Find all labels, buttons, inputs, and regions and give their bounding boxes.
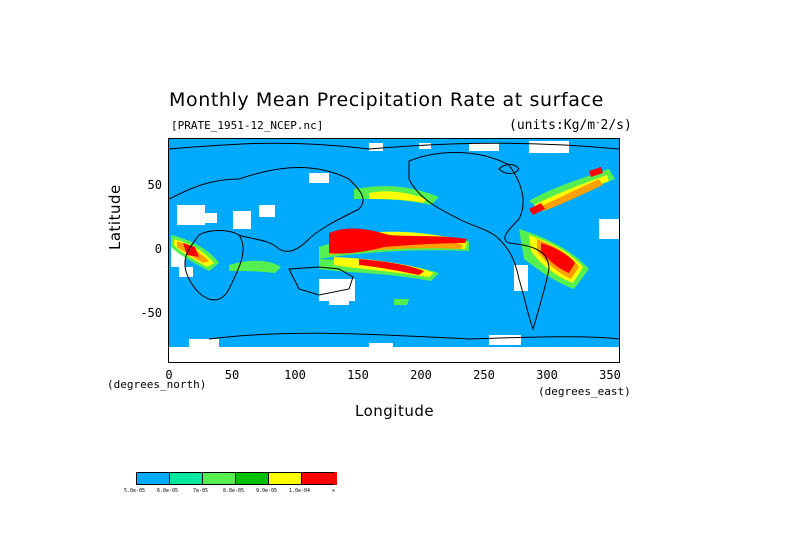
legend-label-4: 8.0e-05	[223, 488, 245, 494]
y-axis-label: Latitude	[106, 184, 124, 250]
x-tick-150: 150	[347, 368, 369, 382]
legend-label-8: ∞	[332, 488, 336, 494]
legend-swatch-4	[235, 472, 269, 485]
legend-label-2: 6.0e-05	[157, 488, 179, 494]
x-tick-50: 50	[224, 368, 240, 382]
x-tick-0: 0	[165, 368, 173, 382]
map-svg	[169, 139, 619, 362]
legend-label-5: 9.0e-05	[256, 488, 278, 494]
y-tick-50: 50	[147, 178, 162, 192]
x-tick-300: 300	[536, 368, 558, 382]
units-suffix: 2/s)	[600, 118, 632, 133]
legend-swatch-6	[301, 472, 335, 485]
legend-label-3: 7e-05	[193, 488, 209, 494]
color-legend: 5.0e-05 6.0e-05 7e-05 8.0e-05 9.0e-05 1.…	[124, 472, 346, 496]
source-file-label: [PRATE_1951-12_NCEP.nc]	[171, 119, 324, 132]
legend-swatch-7	[334, 472, 337, 485]
legend-swatch-1	[136, 472, 170, 485]
x-tick-350: 350	[599, 368, 621, 382]
x-tick-250: 250	[473, 368, 495, 382]
x-axis-unit-label: (degrees_east)	[538, 385, 631, 398]
units-superscript: -	[595, 118, 601, 128]
x-tick-200: 200	[410, 368, 432, 382]
units-label: (units:Kg/m-2/s)	[509, 118, 632, 133]
legend-swatch-5	[268, 472, 302, 485]
x-axis-label: Longitude	[355, 402, 435, 420]
y-tick-minus-50: -50	[140, 306, 162, 320]
y-tick-0: 0	[154, 242, 162, 256]
units-prefix: (units:Kg/m	[509, 118, 596, 133]
legend-label-6: 1.0e-04	[289, 488, 311, 494]
chart-title: Monthly Mean Precipitation Rate at surfa…	[169, 89, 604, 111]
legend-swatch-3	[202, 472, 236, 485]
legend-swatch-2	[169, 472, 203, 485]
x-tick-100: 100	[284, 368, 306, 382]
y-axis-unit-label: (degrees_north)	[107, 378, 207, 391]
legend-label-1: 5.0e-05	[124, 488, 146, 494]
no-data-patches	[169, 141, 619, 362]
coastlines	[169, 142, 619, 340]
precipitation-map	[168, 138, 620, 363]
precip-red-bands	[183, 167, 603, 275]
